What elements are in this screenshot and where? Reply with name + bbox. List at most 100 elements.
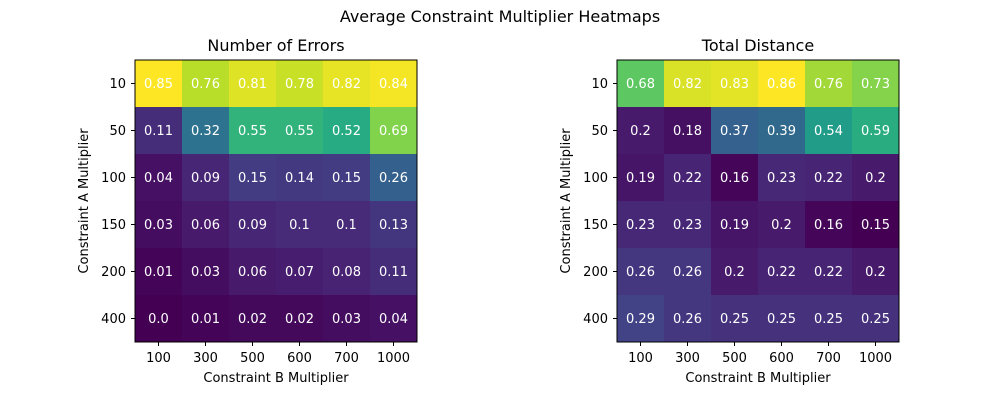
cell-value-label: 0.37 bbox=[720, 124, 749, 139]
heatmap-cell bbox=[323, 248, 371, 296]
heatmap-cell bbox=[323, 107, 371, 155]
cell-value-label: 0.1 bbox=[289, 218, 310, 233]
cell-value-label: 0.2 bbox=[630, 124, 651, 139]
heatmap-panel-distance: 0.68 0.82 0.83 0.86 0.76 0.73 0.2 0.18 0.37 0.39 0… bbox=[559, 36, 900, 386]
cell-value-label: 0.15 bbox=[238, 171, 267, 186]
cell-value-label: 0.55 bbox=[238, 124, 267, 139]
panel-title: Total Distance bbox=[701, 36, 814, 55]
heatmap-cell bbox=[135, 295, 183, 343]
heatmap-cell bbox=[182, 295, 230, 343]
cell-value-label: 0.23 bbox=[767, 171, 796, 186]
cell-value-label: 0.22 bbox=[814, 171, 843, 186]
heatmap-cell bbox=[664, 201, 712, 249]
cell-value-label: 0.23 bbox=[673, 218, 702, 233]
heatmap-cell bbox=[664, 60, 712, 108]
heatmap-cell bbox=[370, 295, 418, 343]
heatmap-cell bbox=[617, 154, 665, 202]
cell-value-label: 0.01 bbox=[144, 265, 173, 280]
heatmap-cell bbox=[711, 201, 759, 249]
y-axis-label: Constraint A Multiplier bbox=[559, 128, 574, 274]
heatmap-cell bbox=[229, 60, 277, 108]
heatmap-cell bbox=[276, 154, 324, 202]
cell-value-label: 0.26 bbox=[626, 265, 655, 280]
x-tick-label: 600 bbox=[769, 351, 794, 366]
heatmap-cell bbox=[229, 107, 277, 155]
cell-value-label: 0.1 bbox=[336, 218, 357, 233]
cell-value-label: 0.26 bbox=[379, 171, 408, 186]
y-tick-label: 200 bbox=[583, 265, 608, 280]
heatmap-cell bbox=[370, 201, 418, 249]
heatmap-cell bbox=[182, 60, 230, 108]
x-tick-label: 500 bbox=[722, 351, 747, 366]
heatmap-cell bbox=[135, 107, 183, 155]
heatmap-cell bbox=[323, 295, 371, 343]
heatmap-cell bbox=[805, 295, 853, 343]
heatmap-cell bbox=[276, 201, 324, 249]
heatmap-cell bbox=[182, 248, 230, 296]
cell-value-label: 0.73 bbox=[861, 77, 890, 92]
cell-value-label: 0.25 bbox=[814, 312, 843, 327]
cell-value-label: 0.19 bbox=[720, 218, 749, 233]
y-tick-label: 50 bbox=[591, 124, 608, 139]
heatmap-cell bbox=[135, 248, 183, 296]
heatmap-cell bbox=[758, 295, 806, 343]
heatmap-cell bbox=[852, 60, 900, 108]
cell-value-label: 0.06 bbox=[238, 265, 267, 280]
cell-value-label: 0.52 bbox=[332, 124, 361, 139]
heatmap-cell bbox=[370, 154, 418, 202]
cell-value-label: 0.84 bbox=[379, 77, 408, 92]
heatmap-cell bbox=[805, 107, 853, 155]
cell-value-label: 0.55 bbox=[285, 124, 314, 139]
heatmap-cell bbox=[852, 107, 900, 155]
cell-value-label: 0.83 bbox=[720, 77, 749, 92]
cell-value-label: 0.11 bbox=[379, 265, 408, 280]
cell-value-label: 0.2 bbox=[865, 265, 886, 280]
cell-value-label: 0.2 bbox=[771, 218, 792, 233]
heatmap-cell bbox=[664, 295, 712, 343]
heatmap-cell bbox=[664, 248, 712, 296]
y-tick-label: 10 bbox=[591, 77, 608, 92]
cell-value-label: 0.0 bbox=[148, 312, 169, 327]
cell-value-label: 0.82 bbox=[332, 77, 361, 92]
cell-value-label: 0.2 bbox=[724, 265, 745, 280]
cell-value-label: 0.85 bbox=[144, 77, 173, 92]
panel-title: Number of Errors bbox=[207, 36, 344, 55]
cell-value-label: 0.76 bbox=[814, 77, 843, 92]
cell-value-label: 0.25 bbox=[767, 312, 796, 327]
heatmap-cell bbox=[182, 201, 230, 249]
cell-value-label: 0.22 bbox=[673, 171, 702, 186]
heatmap-cell bbox=[852, 201, 900, 249]
cell-value-label: 0.29 bbox=[626, 312, 655, 327]
heatmap-cell bbox=[664, 107, 712, 155]
heatmap-cell bbox=[617, 201, 665, 249]
heatmap-cell bbox=[711, 295, 759, 343]
heatmap-cell bbox=[617, 107, 665, 155]
heatmap-cell bbox=[805, 60, 853, 108]
heatmap-cell bbox=[182, 154, 230, 202]
heatmap-cell bbox=[758, 201, 806, 249]
x-tick-label: 500 bbox=[240, 351, 265, 366]
cell-value-label: 0.16 bbox=[720, 171, 749, 186]
x-tick-label: 100 bbox=[146, 351, 171, 366]
cell-value-label: 0.09 bbox=[238, 218, 267, 233]
cell-value-label: 0.86 bbox=[767, 77, 796, 92]
cell-value-label: 0.08 bbox=[332, 265, 361, 280]
heatmap-cell bbox=[276, 248, 324, 296]
cell-value-label: 0.25 bbox=[861, 312, 890, 327]
cell-value-label: 0.78 bbox=[285, 77, 314, 92]
cell-value-label: 0.15 bbox=[332, 171, 361, 186]
cell-value-label: 0.06 bbox=[191, 218, 220, 233]
cell-value-label: 0.54 bbox=[814, 124, 843, 139]
heatmap-cell bbox=[758, 248, 806, 296]
x-tick-label: 1000 bbox=[859, 351, 892, 366]
y-tick-label: 150 bbox=[101, 218, 126, 233]
heatmap-cell bbox=[370, 60, 418, 108]
heatmap-cell bbox=[852, 154, 900, 202]
heatmap-cell bbox=[135, 154, 183, 202]
heatmap-cell bbox=[711, 154, 759, 202]
cell-value-label: 0.15 bbox=[861, 218, 890, 233]
x-tick-label: 300 bbox=[675, 351, 700, 366]
heatmap-cell bbox=[617, 295, 665, 343]
cell-value-label: 0.09 bbox=[191, 171, 220, 186]
